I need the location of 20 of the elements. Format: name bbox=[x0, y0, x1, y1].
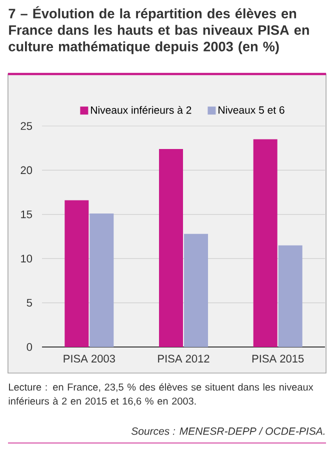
x-tick-label: PISA 2012 bbox=[158, 354, 210, 363]
bar bbox=[159, 148, 184, 347]
text: Lecture : en France, 23,5 % des élèves se situent dans les niveaux inférieurs à 2 en 2015 et 16,6 % en 2003. bbox=[8, 383, 314, 406]
bar bbox=[253, 139, 278, 347]
legend-label: Niveaux 5 et 6 bbox=[218, 106, 284, 114]
y-tick-label: 0 bbox=[26, 343, 32, 351]
y-tick-label: 20 bbox=[20, 166, 32, 174]
legend-label: Niveaux inférieurs à 2 bbox=[91, 106, 192, 114]
y-tick-label: 15 bbox=[21, 210, 32, 218]
y-tick-label: 5 bbox=[26, 298, 32, 307]
chart-title: 7 – Évolution de la répartition des élèves en France dans les hauts et bas niveaux PISA en culture mathématique depuis 2003 (en %) bbox=[8, 6, 309, 54]
bar bbox=[64, 200, 89, 347]
x-tick-label: PISA 2015 bbox=[252, 354, 304, 363]
bar bbox=[184, 234, 208, 347]
x-tick-label: PISA 2003 bbox=[64, 354, 115, 363]
y-tick-label: 25 bbox=[20, 122, 32, 130]
y-tick-label: 10 bbox=[21, 254, 32, 262]
source-note: Sources : MENESR-DEPP / OCDE-PISA. bbox=[131, 427, 324, 435]
bar bbox=[90, 214, 114, 347]
bar bbox=[278, 245, 302, 347]
